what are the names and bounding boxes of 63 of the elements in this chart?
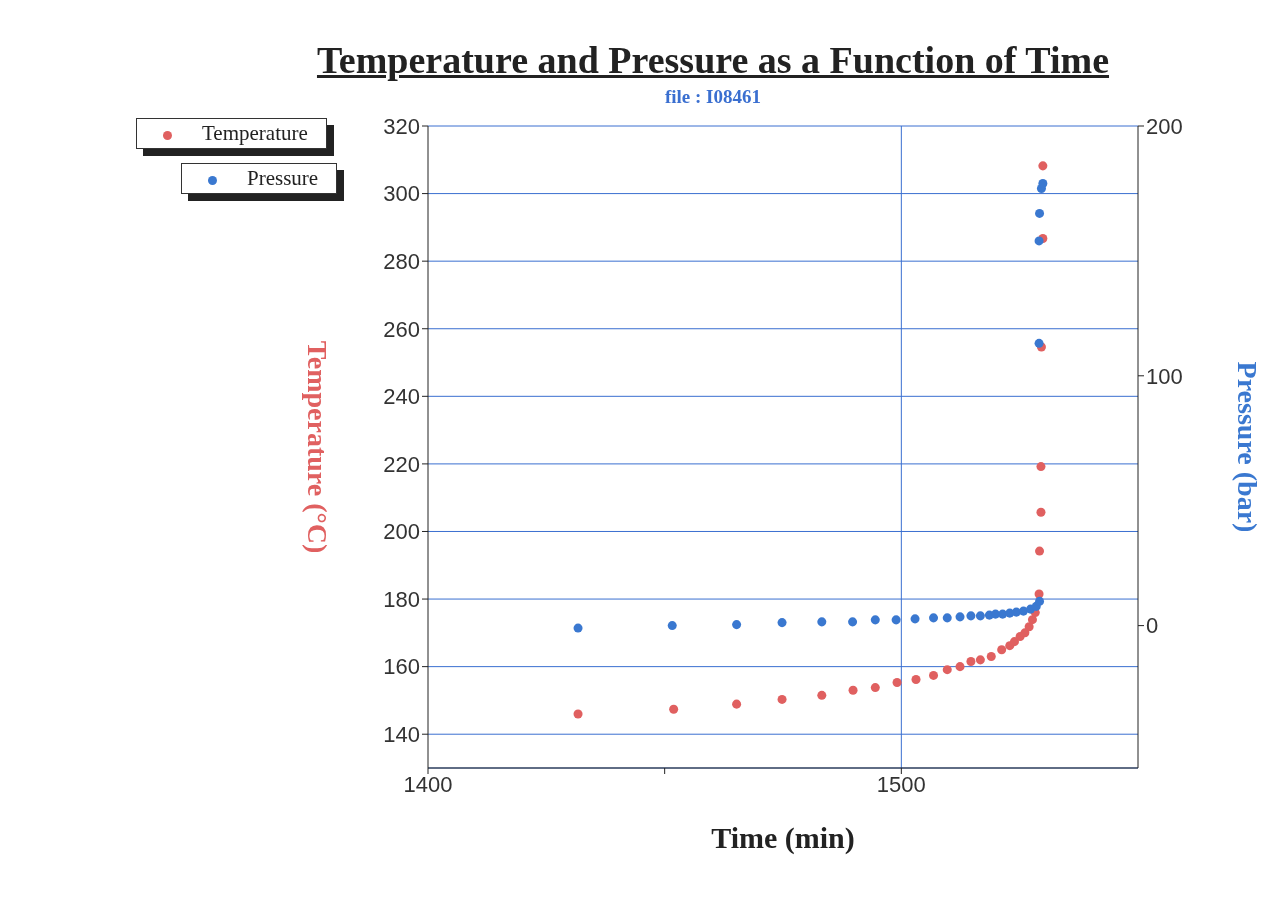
y-tick-label: 320 [383, 113, 420, 139]
y-tick-label: 180 [383, 586, 420, 612]
y-tick-label: 240 [383, 384, 420, 410]
point [1035, 546, 1045, 556]
chart-subtitle: file : I08461 [663, 86, 762, 108]
y-tick-label: 220 [383, 451, 420, 477]
point [1009, 637, 1019, 647]
y-tick-label: 160 [383, 654, 420, 680]
point [955, 612, 965, 622]
y2-tick-label: 200 [1146, 113, 1183, 139]
point [848, 685, 858, 695]
point [892, 678, 902, 688]
point [777, 694, 787, 704]
point [997, 645, 1007, 655]
point [777, 618, 787, 628]
point [848, 617, 858, 627]
point [1036, 462, 1046, 472]
point [817, 617, 827, 627]
point [975, 611, 985, 621]
y2-tick-label: 0 [1146, 613, 1159, 639]
point [1027, 615, 1037, 625]
point [1038, 178, 1048, 188]
y2-tick-label: 100 [1146, 363, 1183, 389]
y-tick-label: 280 [383, 248, 420, 274]
point [1035, 596, 1045, 606]
chart-title: Temperature and Pressure as a Function of Time [315, 38, 1110, 82]
point [1034, 338, 1044, 348]
point [929, 613, 939, 623]
point [929, 670, 939, 680]
point [817, 690, 827, 700]
point [942, 665, 952, 675]
x-axis-title: Time (min) [711, 821, 855, 855]
point [942, 613, 952, 623]
point [870, 615, 880, 625]
point [870, 683, 880, 693]
point [975, 655, 985, 665]
point [966, 657, 976, 667]
legend-label: Temperature [136, 118, 327, 149]
point [573, 709, 583, 719]
y-tick-label: 260 [383, 316, 420, 342]
point [1038, 161, 1048, 171]
x-tick-label: 1500 [876, 771, 926, 797]
point [986, 651, 996, 661]
point [669, 704, 679, 714]
point [1034, 236, 1044, 246]
point [1036, 507, 1046, 517]
y-tick-label: 140 [383, 722, 420, 748]
point [1035, 208, 1045, 218]
point [911, 674, 921, 684]
point [966, 611, 976, 621]
y2-axis-title: Pressure (bar) [1232, 361, 1264, 533]
point [667, 621, 677, 631]
x-tick-label: 1400 [403, 771, 453, 797]
point [955, 662, 965, 672]
point [910, 614, 920, 624]
point [573, 623, 583, 633]
y-tick-label: 300 [383, 181, 420, 207]
legend-label: Pressure [181, 163, 338, 194]
point [891, 615, 901, 625]
point [732, 699, 742, 709]
y-axis-title: Temperature (°C) [302, 340, 334, 554]
y-tick-label: 200 [383, 519, 420, 545]
point [732, 620, 742, 630]
